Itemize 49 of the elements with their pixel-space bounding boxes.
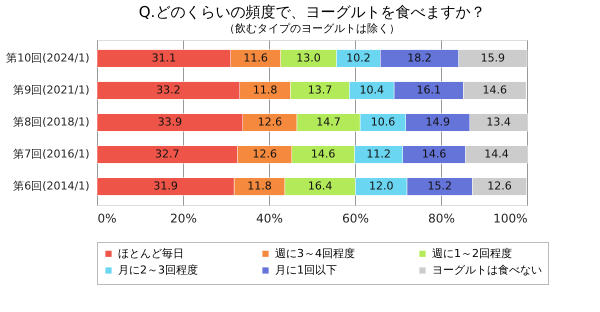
data-label: 12.6 (258, 116, 282, 128)
data-label: 18.2 (407, 51, 432, 64)
data-label: 12.6 (252, 148, 277, 161)
data-label: 12.6 (487, 180, 512, 193)
data-label: 33.9 (158, 116, 182, 128)
data-label: 31.9 (153, 180, 178, 193)
data-label: 15.9 (480, 51, 506, 64)
data-label: 14.6 (422, 148, 446, 161)
x-tick-label: 40% (256, 212, 283, 226)
chart-title: Q.どのくらいの頻度で、ヨーグルトを食べますか？ (138, 3, 486, 21)
legend-label: 週に1～2回程度 (432, 246, 512, 260)
data-label: 16.4 (308, 180, 332, 193)
data-label: 13.7 (308, 83, 332, 96)
x-tick-label: 100% (493, 212, 528, 226)
data-label: 14.9 (426, 116, 450, 128)
x-tick-label: 20% (170, 212, 197, 226)
y-tick-label: 第9回(2021/1) (13, 83, 90, 96)
chart-subtitle: （飲むタイプのヨーグルトは除く） (224, 22, 400, 35)
legend-label: ヨーグルトは食べない (432, 264, 542, 276)
data-label: 10.6 (370, 116, 396, 128)
data-label: 14.4 (484, 148, 509, 161)
data-label: 10.4 (360, 83, 384, 96)
data-label: 31.1 (152, 51, 176, 64)
data-label: 10.2 (346, 51, 371, 64)
data-label: 12.0 (368, 180, 394, 193)
legend-label: 週に3～4回程度 (275, 246, 355, 260)
legend-label: 月に2～3回程度 (118, 264, 198, 276)
data-label: 11.2 (366, 148, 391, 161)
data-label: 11.6 (243, 51, 268, 64)
data-label: 13.4 (486, 116, 511, 128)
x-tick-label: 80% (428, 212, 455, 226)
data-label: 11.8 (247, 180, 272, 193)
data-label: 14.6 (310, 148, 336, 161)
y-tick-label: 第10回(2024/1) (6, 51, 90, 64)
data-label: 32.7 (155, 148, 180, 161)
y-tick-label: 第8回(2018/1) (13, 116, 90, 128)
y-tick-label: 第7回(2016/1) (13, 148, 90, 161)
data-label: 15.2 (427, 180, 452, 193)
y-tick-label: 第6回(2014/1) (13, 180, 90, 193)
x-tick-label: 60% (342, 212, 369, 226)
data-label: 14.7 (316, 116, 341, 128)
data-label: 16.1 (416, 83, 441, 96)
x-tick-label: 0% (98, 212, 117, 226)
legend-label: ほとんど毎日 (118, 246, 184, 260)
data-label: 14.6 (482, 83, 507, 96)
data-label: 13.0 (296, 51, 321, 64)
data-label: 11.8 (252, 83, 278, 96)
legend-label: 月に1回以下 (275, 264, 337, 276)
data-label: 33.2 (156, 83, 181, 96)
